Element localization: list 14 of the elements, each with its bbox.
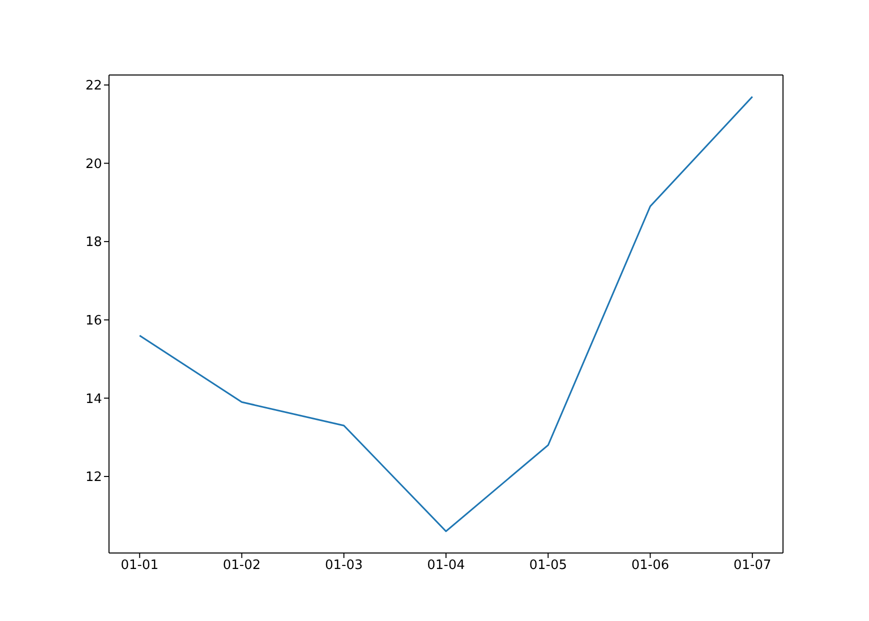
x-tick-label: 01-04: [427, 558, 465, 574]
x-tick-label: 01-07: [733, 558, 772, 574]
y-tick-label: 20: [85, 156, 102, 172]
x-tick-label: 01-01: [120, 558, 159, 574]
y-tick-label: 12: [85, 470, 102, 486]
y-tick-label: 16: [85, 313, 102, 328]
line-series: [138, 96, 754, 532]
y-tick-label: 18: [85, 235, 102, 250]
y-tick-label: 22: [85, 78, 102, 94]
y-tick-label: 14: [85, 392, 102, 407]
x-tick-label: 01-02: [222, 558, 261, 574]
x-tick-label: 01-05: [529, 558, 568, 574]
x-tick-label: 01-03: [324, 558, 363, 574]
x-tick-label: 01-06: [631, 558, 670, 574]
